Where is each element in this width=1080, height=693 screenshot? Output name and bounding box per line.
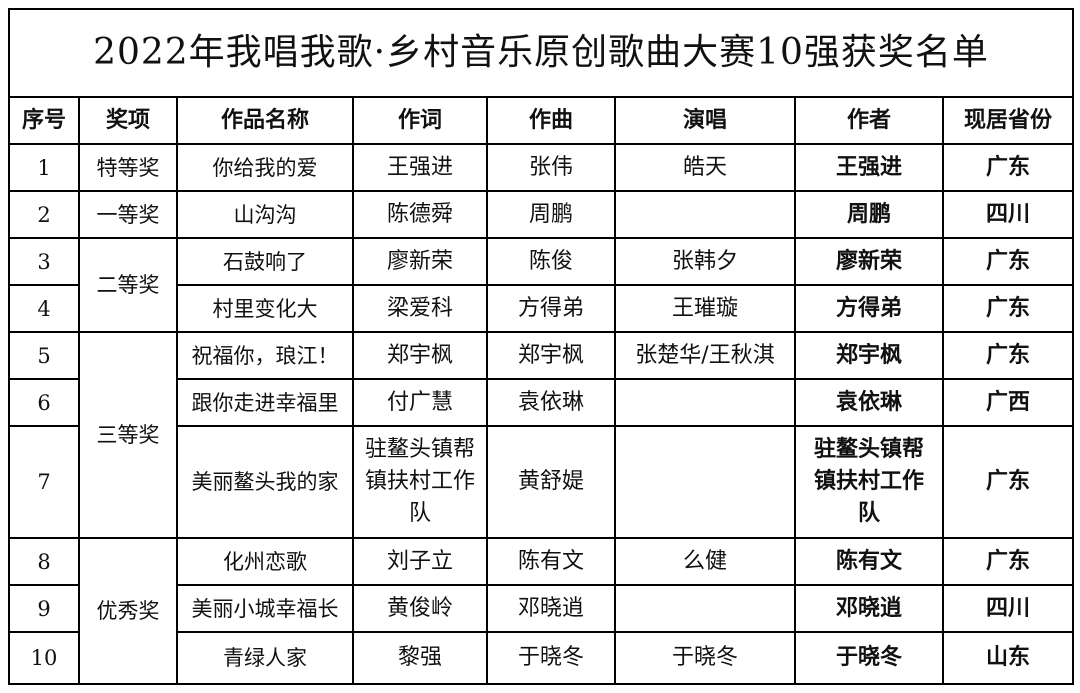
row-number: 10 [8, 631, 80, 685]
table-row: 3 二等奖 石鼓响了 廖新荣 陈俊 张韩夕 廖新荣 广东 [8, 237, 1074, 333]
province: 广东 [942, 143, 1074, 192]
lyricist: 黄俊岭 [352, 584, 488, 633]
row-number: 3 [8, 237, 80, 286]
author: 廖新荣 [794, 237, 944, 286]
song-title: 山沟沟 [176, 190, 354, 239]
author: 邓晓逍 [794, 584, 944, 633]
lyricist: 黎强 [352, 631, 488, 685]
song-title: 美丽小城幸福长 [176, 584, 354, 633]
author: 周鹏 [794, 190, 944, 239]
composer: 陈有文 [486, 537, 616, 586]
song-title: 化州恋歌 [176, 537, 354, 586]
award-cell: 优秀奖 [78, 537, 178, 685]
composer: 郑宇枫 [486, 331, 616, 380]
row-number: 1 [8, 143, 80, 192]
song-title: 青绿人家 [176, 631, 354, 685]
song-title: 石鼓响了 [176, 237, 354, 286]
singer: 么健 [614, 537, 796, 586]
singer [614, 378, 796, 427]
row-number: 9 [8, 584, 80, 633]
singer [614, 190, 796, 239]
lyricist: 刘子立 [352, 537, 488, 586]
song-title: 祝福你，琅江！ [176, 331, 354, 380]
province: 广东 [942, 237, 1074, 286]
table-row: 5 三等奖 祝福你，琅江！ 郑宇枫 郑宇枫 张楚华/王秋淇 郑宇枫 广东 [8, 331, 1074, 539]
province: 广东 [942, 284, 1074, 333]
lyricist: 付广慧 [352, 378, 488, 427]
province: 广东 [942, 425, 1074, 539]
singer: 张楚华/王秋淇 [614, 331, 796, 380]
singer: 张韩夕 [614, 237, 796, 286]
province: 广东 [942, 537, 1074, 586]
lyricist: 廖新荣 [352, 237, 488, 286]
singer [614, 584, 796, 633]
award-cell: 三等奖 [78, 331, 178, 539]
author: 方得弟 [794, 284, 944, 333]
song-title: 跟你走进幸福里 [176, 378, 354, 427]
row-number: 6 [8, 378, 80, 427]
composer: 黄舒媞 [486, 425, 616, 539]
award-table: 2022年我唱我歌·乡村音乐原创歌曲大赛10强获奖名单 序号 奖项 作品名称 作… [8, 8, 1074, 685]
header-author: 作者 [794, 96, 944, 145]
lyricist: 陈德舜 [352, 190, 488, 239]
row-number: 7 [8, 425, 80, 539]
song-title: 你给我的爱 [176, 143, 354, 192]
song-title: 村里变化大 [176, 284, 354, 333]
row-number: 2 [8, 190, 80, 239]
composer: 陈俊 [486, 237, 616, 286]
author: 陈有文 [794, 537, 944, 586]
composer: 周鹏 [486, 190, 616, 239]
award-cell: 特等奖 [78, 143, 178, 192]
composer: 张伟 [486, 143, 616, 192]
header-lyrics: 作词 [352, 96, 488, 145]
author: 驻鳌头镇帮镇扶村工作队 [794, 425, 944, 539]
province: 山东 [942, 631, 1074, 685]
singer [614, 425, 796, 539]
province: 四川 [942, 584, 1074, 633]
lyricist: 梁爱科 [352, 284, 488, 333]
table-row: 1 特等奖 你给我的爱 王强进 张伟 皓天 王强进 广东 [8, 143, 1074, 192]
author: 郑宇枫 [794, 331, 944, 380]
table-row: 10 青绿人家 黎强 于晓冬 于晓冬 于晓冬 山东 [8, 631, 1074, 685]
header-singer: 演唱 [614, 96, 796, 145]
province: 广西 [942, 378, 1074, 427]
page-title: 2022年我唱我歌·乡村音乐原创歌曲大赛10强获奖名单 [8, 8, 1074, 98]
composer: 方得弟 [486, 284, 616, 333]
author: 于晓冬 [794, 631, 944, 685]
singer: 于晓冬 [614, 631, 796, 685]
header-no: 序号 [8, 96, 80, 145]
lyricist: 王强进 [352, 143, 488, 192]
composer: 于晓冬 [486, 631, 616, 685]
table-row: 9 美丽小城幸福长 黄俊岭 邓晓逍 邓晓逍 四川 [8, 584, 1074, 633]
table-row: 8 优秀奖 化州恋歌 刘子立 陈有文 么健 陈有文 广东 [8, 537, 1074, 685]
table-row: 6 跟你走进幸福里 付广慧 袁依琳 袁依琳 广西 [8, 378, 1074, 427]
header-song: 作品名称 [176, 96, 354, 145]
header-row: 序号 奖项 作品名称 作词 作曲 演唱 作者 现居省份 [8, 96, 1074, 145]
row-number: 5 [8, 331, 80, 380]
author: 袁依琳 [794, 378, 944, 427]
award-cell: 一等奖 [78, 190, 178, 239]
header-music: 作曲 [486, 96, 616, 145]
composer: 袁依琳 [486, 378, 616, 427]
header-award: 奖项 [78, 96, 178, 145]
lyricist: 驻鳌头镇帮镇扶村工作队 [352, 425, 488, 539]
composer: 邓晓逍 [486, 584, 616, 633]
award-cell: 二等奖 [78, 237, 178, 333]
province: 四川 [942, 190, 1074, 239]
header-province: 现居省份 [942, 96, 1074, 145]
singer: 皓天 [614, 143, 796, 192]
row-number: 4 [8, 284, 80, 333]
singer: 王璀璇 [614, 284, 796, 333]
lyricist: 郑宇枫 [352, 331, 488, 380]
province: 广东 [942, 331, 1074, 380]
song-title: 美丽鳌头我的家 [176, 425, 354, 539]
table-row: 2 一等奖 山沟沟 陈德舜 周鹏 周鹏 四川 [8, 190, 1074, 239]
author: 王强进 [794, 143, 944, 192]
table-row: 7 美丽鳌头我的家 驻鳌头镇帮镇扶村工作队 黄舒媞 驻鳌头镇帮镇扶村工作队 广东 [8, 425, 1074, 539]
table-row: 4 村里变化大 梁爱科 方得弟 王璀璇 方得弟 广东 [8, 284, 1074, 333]
row-number: 8 [8, 537, 80, 586]
